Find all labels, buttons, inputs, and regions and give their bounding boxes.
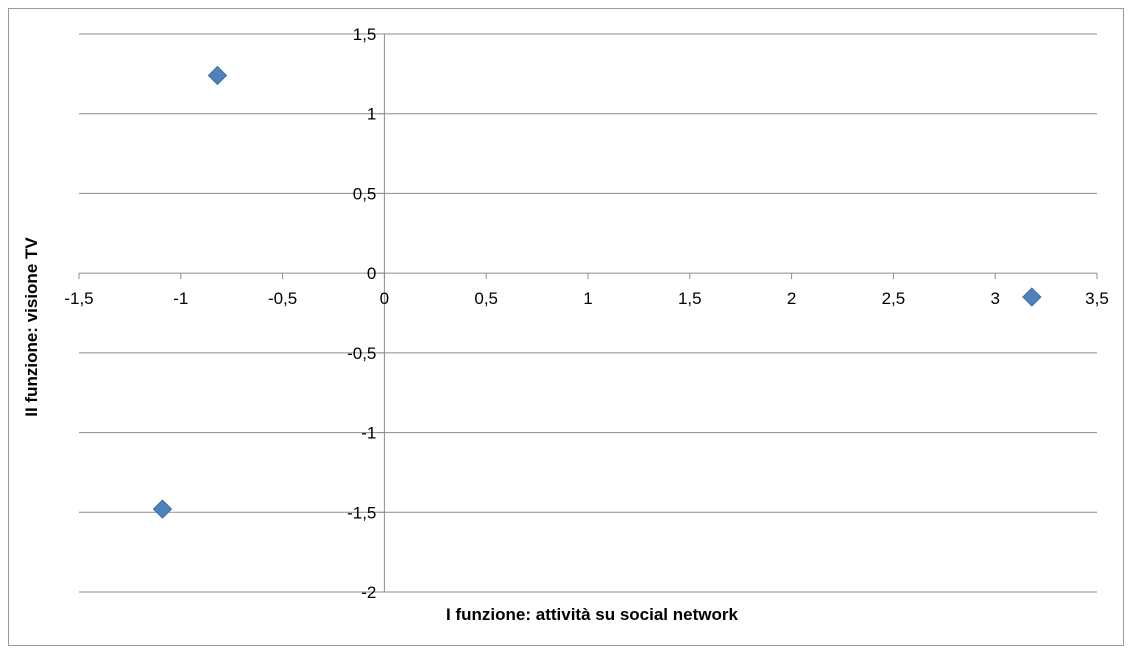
x-tick-label-4: 0,5 <box>474 289 498 308</box>
data-point-2 <box>1022 287 1042 307</box>
data-point-1 <box>152 499 173 519</box>
x-tick-label-9: 3 <box>990 289 999 308</box>
axes <box>78 33 1098 593</box>
data-point-0 <box>207 65 228 86</box>
scatter-chart: -1,5 -1 -0,5 0 0,5 1 1,5 2 2,5 3 3,5 -2 -1,5 -1 -0,5 0 0… <box>22 25 1109 624</box>
y-axis-title: II funzione: visione TV <box>22 237 41 417</box>
y-tick-label-4: 0 <box>367 264 376 283</box>
x-tick-label-0: -1,5 <box>64 289 93 308</box>
y-tick-label-7: 1,5 <box>353 25 377 44</box>
x-tick-label-10: 3,5 <box>1085 289 1109 308</box>
tick-labels: -1,5 -1 -0,5 0 0,5 1 1,5 2 2,5 3 3,5 -2 -1,5 -1 -0,5 0 0… <box>64 25 1108 602</box>
y-tick-label-3: -0,5 <box>347 344 376 363</box>
chart-frame: -1,5 -1 -0,5 0 0,5 1 1,5 2 2,5 3 3,5 -2 -1,5 -1 -0,5 0 0… <box>8 8 1124 646</box>
y-tick-label-6: 1 <box>367 105 376 124</box>
x-tick-label-8: 2,5 <box>882 289 906 308</box>
y-tick-label-0: -2 <box>361 583 376 602</box>
x-tick-label-7: 2 <box>787 289 796 308</box>
y-tick-label-5: 0,5 <box>353 184 377 203</box>
y-tick-label-2: -1 <box>361 424 376 443</box>
data-points <box>152 65 1042 519</box>
x-tick-label-1: -1 <box>173 289 188 308</box>
x-tick-label-6: 1,5 <box>678 289 702 308</box>
x-tick-label-3: 0 <box>380 289 389 308</box>
x-tick-label-2: -0,5 <box>268 289 297 308</box>
x-tick-label-5: 1 <box>583 289 592 308</box>
x-axis-title: I funzione: attività su social network <box>446 605 738 624</box>
gridlines <box>79 33 1097 593</box>
y-tick-label-1: -1,5 <box>347 503 376 522</box>
